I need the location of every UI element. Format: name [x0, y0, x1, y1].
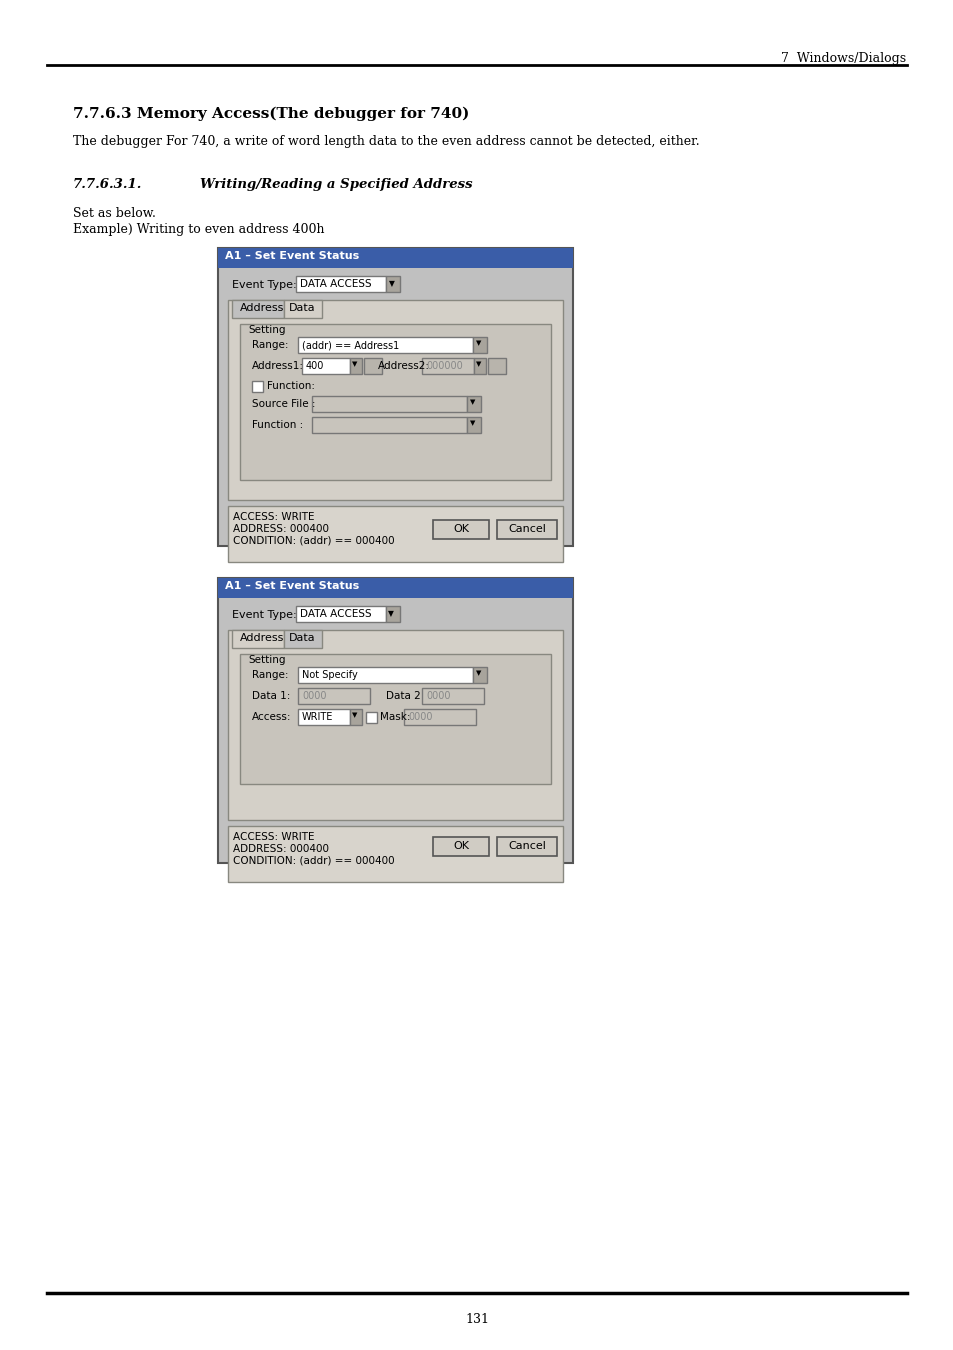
- Text: ▼: ▼: [470, 420, 475, 427]
- Text: Writing/Reading a Specified Address: Writing/Reading a Specified Address: [200, 178, 472, 190]
- Bar: [240, 653, 551, 784]
- Bar: [474, 358, 485, 374]
- Bar: [228, 630, 562, 819]
- Bar: [295, 606, 386, 622]
- Bar: [297, 688, 370, 703]
- Text: ▼: ▼: [389, 279, 395, 288]
- Bar: [433, 520, 489, 539]
- Text: A1 – Set Event Status: A1 – Set Event Status: [225, 251, 359, 261]
- Bar: [297, 709, 350, 725]
- Text: ▼: ▼: [388, 609, 394, 618]
- Bar: [228, 506, 562, 562]
- Text: WRITE: WRITE: [302, 711, 333, 722]
- Text: 7  Windows/Dialogs: 7 Windows/Dialogs: [781, 53, 905, 65]
- Bar: [350, 709, 361, 725]
- Text: Setting: Setting: [248, 325, 285, 335]
- Text: Access:: Access:: [252, 711, 292, 722]
- Bar: [403, 709, 476, 725]
- Text: 7.7.6.3 Memory Access(The debugger for 740): 7.7.6.3 Memory Access(The debugger for 7…: [73, 107, 469, 122]
- Text: DATA ACCESS: DATA ACCESS: [299, 609, 372, 620]
- Bar: [386, 275, 399, 292]
- Text: Address2:: Address2:: [377, 360, 430, 371]
- Text: Function:: Function:: [267, 381, 314, 392]
- Text: Data 2: Data 2: [386, 691, 420, 701]
- Bar: [232, 300, 284, 319]
- Bar: [497, 837, 557, 856]
- Text: OK: OK: [453, 524, 469, 535]
- Bar: [284, 300, 322, 319]
- Text: DATA ACCESS: DATA ACCESS: [299, 279, 372, 289]
- Text: The debugger For 740, a write of word length data to the even address cannot be : The debugger For 740, a write of word le…: [73, 135, 699, 148]
- Text: ▼: ▼: [470, 400, 475, 405]
- Text: ▼: ▼: [476, 670, 481, 676]
- Text: Cancel: Cancel: [508, 524, 545, 535]
- Bar: [312, 396, 467, 412]
- Text: Source File :: Source File :: [252, 400, 315, 409]
- Bar: [488, 358, 505, 374]
- Text: Address: Address: [240, 302, 284, 313]
- Text: ACCESS: WRITE
ADDRESS: 000400
CONDITION: (addr) == 000400: ACCESS: WRITE ADDRESS: 000400 CONDITION:…: [233, 512, 395, 545]
- Text: Event Type:: Event Type:: [232, 279, 296, 290]
- Bar: [232, 630, 284, 648]
- Bar: [297, 667, 473, 683]
- Text: A1 – Set Event Status: A1 – Set Event Status: [225, 580, 359, 591]
- Text: 131: 131: [464, 1314, 489, 1326]
- Text: OK: OK: [453, 841, 469, 850]
- Text: Address1:: Address1:: [252, 360, 304, 371]
- Bar: [364, 358, 381, 374]
- Bar: [240, 324, 551, 481]
- Text: ▼: ▼: [476, 360, 481, 367]
- Bar: [297, 338, 473, 352]
- Text: Range:: Range:: [252, 340, 288, 350]
- Text: Range:: Range:: [252, 670, 288, 680]
- Text: Not Specify: Not Specify: [302, 670, 357, 680]
- Bar: [386, 606, 399, 622]
- Text: (addr) == Address1: (addr) == Address1: [302, 340, 399, 350]
- Bar: [295, 275, 386, 292]
- Bar: [218, 248, 573, 545]
- Bar: [350, 358, 361, 374]
- Bar: [473, 667, 486, 683]
- Text: ▼: ▼: [352, 360, 357, 367]
- Text: 400: 400: [306, 360, 324, 371]
- Text: Mask:: Mask:: [379, 711, 410, 722]
- Text: 7.7.6.3.1.: 7.7.6.3.1.: [73, 178, 142, 190]
- Bar: [366, 711, 376, 724]
- Text: ▼: ▼: [476, 340, 481, 346]
- Bar: [228, 300, 562, 500]
- Text: ACCESS: WRITE
ADDRESS: 000400
CONDITION: (addr) == 000400: ACCESS: WRITE ADDRESS: 000400 CONDITION:…: [233, 832, 395, 865]
- Bar: [497, 520, 557, 539]
- Text: Setting: Setting: [248, 655, 285, 666]
- Bar: [252, 381, 263, 392]
- Bar: [421, 358, 474, 374]
- Text: Data: Data: [289, 633, 315, 643]
- Bar: [312, 417, 467, 433]
- Text: Function :: Function :: [252, 420, 303, 431]
- Bar: [228, 826, 562, 882]
- Bar: [433, 837, 489, 856]
- Text: Example) Writing to even address 400h: Example) Writing to even address 400h: [73, 223, 324, 236]
- Bar: [467, 396, 480, 412]
- Bar: [218, 248, 573, 269]
- Text: 0000: 0000: [302, 691, 326, 701]
- Text: ▼: ▼: [352, 711, 357, 718]
- Text: Set as below.: Set as below.: [73, 207, 155, 220]
- Text: Data 1:: Data 1:: [252, 691, 290, 701]
- Text: Data: Data: [289, 302, 315, 313]
- Text: 000000: 000000: [426, 360, 462, 371]
- Text: Address: Address: [240, 633, 284, 643]
- Text: 0000: 0000: [426, 691, 450, 701]
- Text: Event Type:: Event Type:: [232, 610, 296, 620]
- Text: Cancel: Cancel: [508, 841, 545, 850]
- Bar: [218, 578, 573, 863]
- Bar: [218, 578, 573, 598]
- Bar: [473, 338, 486, 352]
- Bar: [302, 358, 350, 374]
- Bar: [467, 417, 480, 433]
- Bar: [284, 630, 322, 648]
- Bar: [421, 688, 483, 703]
- Text: 0000: 0000: [408, 711, 432, 722]
